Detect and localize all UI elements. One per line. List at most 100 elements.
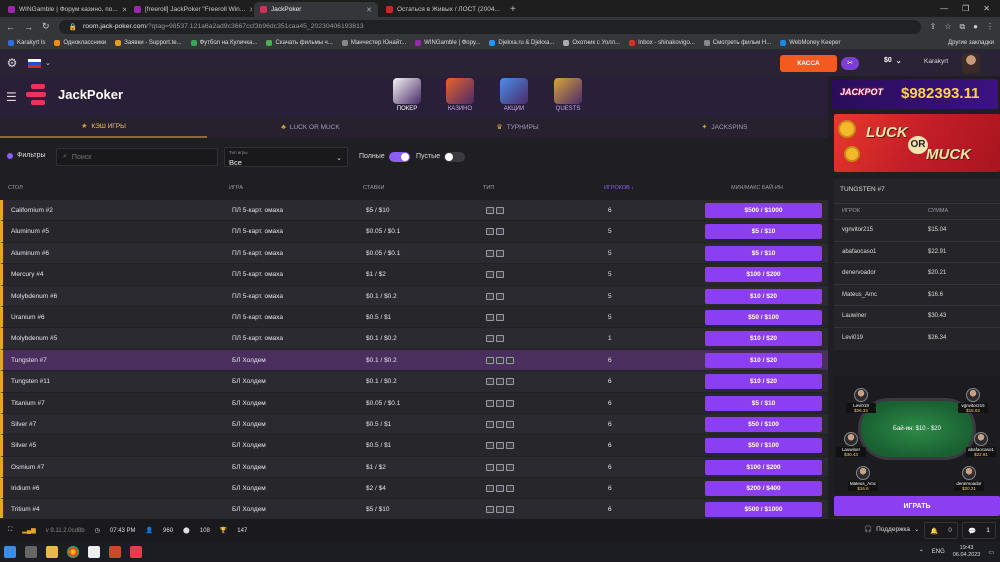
empty-tables-toggle[interactable]: [444, 152, 465, 162]
bookmark-item[interactable]: WebMoney Keeper: [780, 39, 841, 46]
support-link[interactable]: 🎧 Поддержка ⌄: [864, 525, 919, 534]
bookmark-item[interactable]: Заявки - Support.te...: [115, 39, 182, 46]
jackpoker-taskbar-icon[interactable]: [130, 546, 142, 558]
profile-icon[interactable]: ●: [973, 22, 978, 31]
buyin-button[interactable]: $5 / $10: [705, 245, 822, 261]
nav-casino[interactable]: КАЗИНО: [440, 78, 480, 112]
tab-game-type[interactable]: ♛ ТУРНИРЫ: [414, 116, 621, 138]
buyin-button[interactable]: $10 / $20: [705, 288, 822, 304]
other-bookmarks[interactable]: Другие закладки: [948, 39, 994, 46]
bookmark-item[interactable]: Охотник с Уолл...: [563, 39, 620, 46]
table-row[interactable]: Uranium #6 ПЛ 5-карт. омаха $0.5 / $1 5 $50 …: [0, 306, 828, 329]
table-row[interactable]: Aluminum #5 ПЛ 5-карт. омаха $0.05 / $0.1 5…: [0, 221, 828, 243]
play-button[interactable]: ИГРАТЬ: [834, 496, 1000, 516]
browser-tab[interactable]: JackPoker ✕: [254, 2, 378, 17]
table-row[interactable]: Californium #2 ПЛ 5-карт. омаха $5 / $10 6 $…: [0, 200, 828, 222]
table-row[interactable]: Iridium #6 БЛ Холдем $2 / $4 6 $200 / $400: [0, 478, 828, 500]
col-game[interactable]: ИГРА: [229, 185, 243, 191]
jackpot-banner[interactable]: JACKPOT $982393.11: [832, 79, 998, 109]
menu-dots-icon[interactable]: ⋮: [986, 22, 994, 31]
search-input[interactable]: [71, 153, 192, 161]
task-view-icon[interactable]: [25, 546, 37, 558]
browser-tab[interactable]: Остаться в Живых / ЛОСТ (2004...✕: [380, 2, 504, 17]
language-selector[interactable]: ⌄: [28, 58, 51, 68]
col-stakes[interactable]: СТАВКИ: [363, 185, 385, 191]
close-tab-icon[interactable]: ✕: [366, 6, 372, 14]
nav-poker[interactable]: ПОКЕР: [383, 78, 431, 118]
col-table[interactable]: СТОЛ: [8, 185, 23, 191]
tray-chevron-icon[interactable]: ⌃: [918, 549, 924, 556]
table-row[interactable]: Aluminum #6 ПЛ 5-карт. омаха $0.05 / $0.1 5…: [0, 242, 828, 265]
buyin-button[interactable]: $200 / $400: [705, 481, 822, 497]
close-tab-icon[interactable]: ✕: [121, 6, 126, 14]
jackpoker-logo-icon[interactable]: [23, 82, 51, 108]
tab-game-type[interactable]: ♣ LUCK OR MUCK: [207, 116, 414, 138]
promo-icon[interactable]: ✂: [841, 57, 859, 70]
new-tab-button[interactable]: +: [510, 4, 516, 15]
bookmark-item[interactable]: Футбол на Куличка...: [190, 39, 257, 46]
notifications-button[interactable]: 🔔 0: [924, 522, 958, 539]
nav-quests[interactable]: QUESTS: [548, 78, 588, 112]
table-row[interactable]: Silver #5 БЛ Холдем $0.5 / $1 6 $50 / $100: [0, 435, 828, 457]
buyin-button[interactable]: $5 / $10: [705, 395, 822, 411]
bookmark-item[interactable]: WINGamble | Фору...: [415, 39, 480, 46]
file-explorer-icon[interactable]: [46, 546, 58, 558]
table-row[interactable]: Tungsten #11 БЛ Холдем $0.1 / $0.2 6 $10 / $…: [0, 371, 828, 393]
table-row[interactable]: Molybdenum #6 ПЛ 5-карт. омаха $0.1 / $0.2…: [0, 285, 828, 307]
table-row[interactable]: Molybdenum #5 ПЛ 5-карт. омаха $0.1 / $0.2…: [0, 328, 828, 350]
avatar[interactable]: [962, 53, 980, 73]
system-clock[interactable]: 19:43 06.04.2023: [953, 545, 981, 559]
notification-center-icon[interactable]: ▭: [988, 549, 994, 556]
windows-start-icon[interactable]: [4, 546, 16, 558]
chrome-icon[interactable]: [67, 546, 79, 558]
col-type[interactable]: ТИП: [483, 185, 495, 191]
nav-promotions[interactable]: АКЦИИ: [494, 78, 534, 112]
url-field[interactable]: 🔒 room.jack-poker.com/?qtag=98537.121a6a…: [58, 19, 921, 34]
cashier-button[interactable]: КАССА: [780, 55, 837, 72]
bookmark-item[interactable]: Одноклассники: [54, 39, 106, 46]
extensions-icon[interactable]: ⧉: [959, 21, 966, 31]
balance-dropdown[interactable]: $0 ⌄: [884, 57, 902, 65]
forward-icon[interactable]: →: [24, 21, 33, 32]
buyin-button[interactable]: $10 / $20: [705, 374, 822, 390]
buyin-button[interactable]: $100 / $200: [705, 459, 822, 475]
notepad-icon[interactable]: [88, 546, 100, 558]
full-tables-toggle[interactable]: [389, 152, 410, 162]
keyboard-lang[interactable]: ENG: [931, 549, 945, 555]
game-type-select[interactable]: Тип игры Все ⌄: [224, 147, 348, 167]
buyin-button[interactable]: $50 / $100: [705, 416, 822, 432]
fullscreen-icon[interactable]: ⛶: [8, 527, 13, 533]
gear-icon[interactable]: ⚙: [6, 56, 18, 70]
col-buyin[interactable]: МИН/МАКС БАЙ-ИН: [731, 185, 783, 191]
tab-game-type[interactable]: ★ КЭШ ИГРЫ: [0, 116, 207, 138]
bookmark-item[interactable]: Смотреть фильм Н...: [703, 39, 771, 46]
browser-tab[interactable]: WINGamble | Форум казино, по... ✕: [2, 2, 126, 17]
buyin-button[interactable]: $5 / $10: [705, 224, 822, 240]
hamburger-menu-icon[interactable]: ☰: [6, 90, 17, 104]
bookmark-star-icon[interactable]: ☆: [944, 22, 952, 31]
minimize-icon[interactable]: —: [940, 4, 949, 13]
bookmark-item[interactable]: Inbox - shinakovigo...: [629, 39, 695, 46]
buyin-button[interactable]: $500 / $1000: [705, 502, 822, 518]
app-icon[interactable]: [109, 546, 121, 558]
buyin-button[interactable]: $10 / $20: [705, 352, 822, 368]
share-icon[interactable]: ⇪: [929, 22, 937, 31]
filters-button[interactable]: Фильтры: [7, 152, 46, 159]
bookmark-item[interactable]: Karakyrt ls: [8, 39, 45, 46]
reload-icon[interactable]: ↻: [42, 21, 50, 31]
username[interactable]: Karakyrt: [924, 58, 949, 65]
tab-game-type[interactable]: ✦ JACKSPINS: [621, 116, 828, 138]
logo-text[interactable]: JackPoker: [58, 87, 124, 102]
table-row[interactable]: Silver #7 БЛ Холдем $0.5 / $1 6 $50 / $100: [0, 413, 828, 436]
col-players[interactable]: ИГРОКОВ ↓: [604, 185, 635, 191]
maximize-icon[interactable]: ❐: [962, 4, 970, 13]
bookmark-item[interactable]: Манчестер Юнайт...: [341, 39, 406, 46]
browser-tab[interactable]: [freeroll] JackPoker "Freeroll Win...✕: [128, 2, 252, 17]
buyin-button[interactable]: $50 / $100: [705, 438, 822, 454]
close-tab-icon[interactable]: ✕: [249, 6, 252, 14]
table-row[interactable]: Tungsten #7 БЛ Холдем $0.1 / $0.2 6 $10 / $2…: [0, 349, 828, 372]
bookmark-item[interactable]: Скачать фильмы ч...: [266, 39, 333, 46]
bookmark-item[interactable]: Djekxa.ru & Djekxa...: [489, 39, 554, 46]
buyin-button[interactable]: $500 / $1000: [705, 203, 822, 218]
table-row[interactable]: Osmium #7 БЛ Холдем $1 / $2 6 $100 / $200: [0, 456, 828, 479]
